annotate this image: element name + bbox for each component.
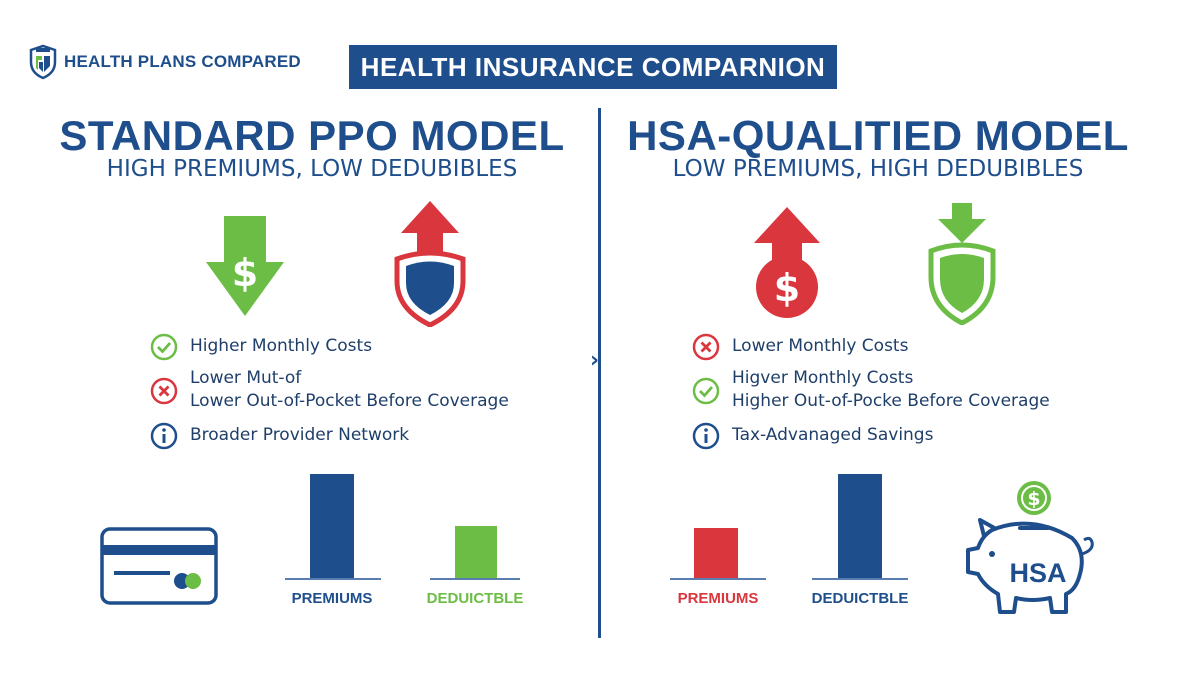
feature-text: Tax-Advanaged Savings <box>732 425 934 445</box>
feature-text: Higher Out-of-Pocke Before Coverage <box>732 391 1050 411</box>
shield-logo-icon <box>29 44 57 80</box>
feature-text: Lower Monthly Costs <box>732 336 909 356</box>
svg-text:$: $ <box>774 266 800 310</box>
dollar-arrow-down-icon: $ <box>206 216 284 316</box>
info-circle-icon <box>692 422 720 450</box>
bar-label-deductible: DEDUICTBLE <box>811 590 909 607</box>
x-circle-icon <box>150 377 178 405</box>
bar-label-premiums: PREMIUMS <box>677 590 759 607</box>
bar-baseline <box>812 578 908 580</box>
left-panel-subtitle: HIGH PREMIUMS, LOW DEDUBIBLES <box>106 156 518 182</box>
right-panel-title: HSA-QUALITIED MODEL <box>627 112 1129 159</box>
right-feature-1: Lower Monthly Costs <box>692 333 908 361</box>
bar-label-premiums: PREMIUMS <box>291 590 373 607</box>
left-feature-3: Broader Provider Network <box>150 422 409 450</box>
bar-baseline <box>670 578 766 580</box>
logo: HEALTH PLANS COMPARED <box>28 44 301 80</box>
page-title-banner: HEALTH INSURANCE COMPARNION <box>349 45 837 89</box>
bar-deductible <box>455 526 497 578</box>
right-feature-2: Higver Monthly Costs Higher Out-of-Pocke… <box>692 368 1050 413</box>
credit-card-icon <box>100 527 218 605</box>
bar-premiums <box>694 528 738 578</box>
shield-arrow-down-icon <box>928 203 996 325</box>
left-feature-2: Lower Mut-of Lower Out-of-Pocket Before … <box>150 368 509 413</box>
feature-text: Lower Out-of-Pocket Before Coverage <box>190 391 509 411</box>
feature-text: Lower Mut-of <box>190 368 302 388</box>
piggy-bank-label: HSA <box>1009 558 1066 588</box>
check-circle-icon <box>150 333 178 361</box>
feature-text: Higher Monthly Costs <box>190 336 373 356</box>
bar-baseline <box>285 578 381 580</box>
bar-premiums <box>310 474 354 578</box>
svg-text:$: $ <box>232 251 258 295</box>
logo-text: HEALTH PLANS COMPARED <box>64 52 301 71</box>
shield-arrow-up-icon <box>394 201 466 327</box>
piggy-bank-icon: $ HSA <box>966 481 1094 614</box>
svg-text:$: $ <box>1027 488 1040 510</box>
chevron-right-icon: › <box>590 348 600 373</box>
feature-text: Broader Provider Network <box>190 425 410 445</box>
center-divider <box>598 108 601 638</box>
dollar-arrow-up-icon: $ <box>754 207 820 318</box>
right-panel-subtitle: LOW PREMIUMS, HIGH DEDUBIBLES <box>672 156 1084 182</box>
check-circle-icon <box>692 377 720 405</box>
bar-label-deductible: DEDUICTBLE <box>426 590 524 607</box>
bar-baseline <box>430 578 520 580</box>
right-feature-3: Tax-Advanaged Savings <box>692 422 933 450</box>
bar-deductible <box>838 474 882 578</box>
x-circle-icon <box>692 333 720 361</box>
info-circle-icon <box>150 422 178 450</box>
left-feature-1: Higher Monthly Costs <box>150 333 372 361</box>
left-panel-title: STANDARD PPO MODEL <box>59 112 565 159</box>
feature-text: Higver Monthly Costs <box>732 368 914 388</box>
